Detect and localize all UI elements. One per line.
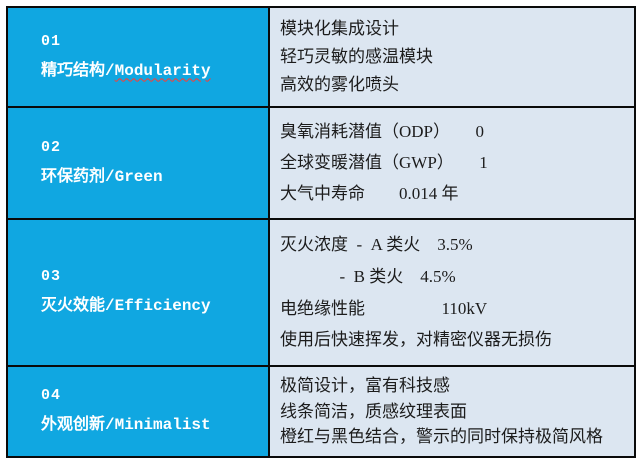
detail-line: 全球变暖潜值（GWP） 1 [280,153,488,173]
row2-detail-cell: 臭氧消耗潜值（ODP） 0 全球变暖潜值（GWP） 1 大气中寿命 0.014 … [270,108,634,218]
row3-title: 灭火效能/Efficiency [41,297,211,316]
row4-number: 04 [41,387,62,405]
row2-header-cell: 02 环保药剂/Green [8,108,270,218]
row4-detail-cell: 极简设计，富有科技感 线条简洁，质感纹理表面 橙红与黑色结合，警示的同时保持极简… [270,367,634,456]
row3-header-cell: 03 灭火效能/Efficiency [8,220,270,365]
table-row: 03 灭火效能/Efficiency 灭火浓度 - A 类火 3.5% - B … [8,220,634,367]
detail-line: - B 类火 4.5% [280,266,456,286]
row1-header-cell: 01 精巧结构/Modularity [8,8,270,106]
detail-line: 高效的雾化喷头 [280,75,399,95]
row1-number: 01 [41,32,62,50]
detail-line: 线条简洁，质感纹理表面 [280,401,467,421]
detail-line: 灭火浓度 - A 类火 3.5% [280,235,473,255]
row3-detail-cell: 灭火浓度 - A 类火 3.5% - B 类火 4.5% 电绝缘性能 110kV… [270,220,634,365]
detail-line: 极简设计，富有科技感 [280,376,450,396]
row1-title-zh: 精巧结构/ [41,61,115,80]
product-spec-table: 01 精巧结构/Modularity 模块化集成设计 轻巧灵敏的感温模块 高效的… [6,6,636,458]
row2-number: 02 [41,138,62,156]
row4-title: 外观创新/Minimalist [41,416,211,435]
detail-line: 大气中寿命 0.014 年 [280,184,459,204]
row1-detail-cell: 模块化集成设计 轻巧灵敏的感温模块 高效的雾化喷头 [270,8,634,106]
row3-number: 03 [41,268,62,286]
detail-line: 电绝缘性能 110kV [280,298,488,318]
row1-title-en: Modularity [114,61,211,80]
detail-line: 橙红与黑色结合，警示的同时保持极简风格 [280,427,603,447]
detail-line: 臭氧消耗潜值（ODP） 0 [280,122,485,142]
row4-header-cell: 04 外观创新/Minimalist [8,367,270,456]
detail-line: 使用后快速挥发，对精密仪器无损伤 [280,330,552,350]
detail-line: 模块化集成设计 [280,19,399,39]
row1-title: 精巧结构/Modularity [41,61,268,81]
detail-line: 轻巧灵敏的感温模块 [280,47,433,67]
table-row: 01 精巧结构/Modularity 模块化集成设计 轻巧灵敏的感温模块 高效的… [8,8,634,108]
row2-title: 环保药剂/Green [41,167,163,186]
table-row: 04 外观创新/Minimalist 极简设计，富有科技感 线条简洁，质感纹理表… [8,367,634,456]
table-row: 02 环保药剂/Green 臭氧消耗潜值（ODP） 0 全球变暖潜值（GWP） … [8,108,634,220]
